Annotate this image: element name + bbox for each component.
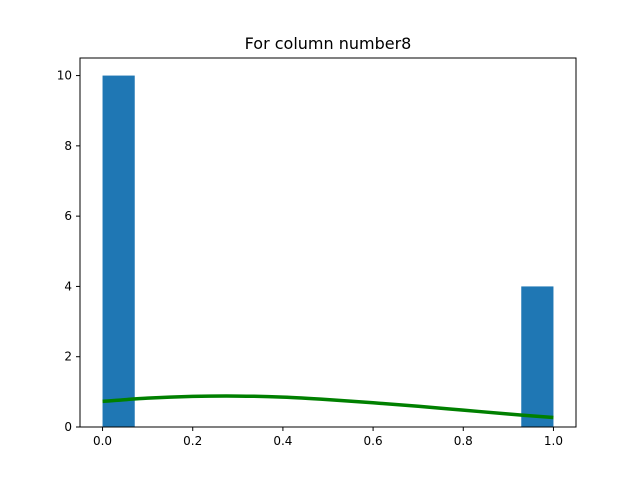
x-tick-label: 0.4 (273, 434, 292, 448)
density-curve (102, 394, 554, 420)
histogram-bar-13 (521, 286, 554, 427)
x-tick-label: 1.0 (544, 434, 563, 448)
chart-title: For column number8 (245, 34, 412, 53)
x-tick-label: 0.0 (93, 434, 112, 448)
y-tick-label: 10 (57, 69, 72, 83)
x-axis-ticks: 0.0 0.2 0.4 0.6 0.8 1.0 (93, 427, 563, 448)
plot-frame (79, 57, 577, 428)
y-axis-ticks: 0 2 4 6 8 10 (57, 69, 80, 434)
x-tick-label: 0.2 (183, 434, 202, 448)
y-tick-label: 4 (64, 279, 72, 293)
histogram-bar-0 (102, 75, 135, 428)
axes (79, 57, 577, 428)
bar-group (102, 75, 554, 428)
x-tick-label: 0.8 (454, 434, 473, 448)
y-tick-label: 8 (64, 139, 72, 153)
curve-group (102, 394, 554, 420)
y-tick-label: 6 (64, 209, 72, 223)
y-tick-label: 2 (64, 350, 72, 364)
y-tick-label: 0 (64, 420, 72, 434)
x-tick-label: 0.6 (364, 434, 383, 448)
